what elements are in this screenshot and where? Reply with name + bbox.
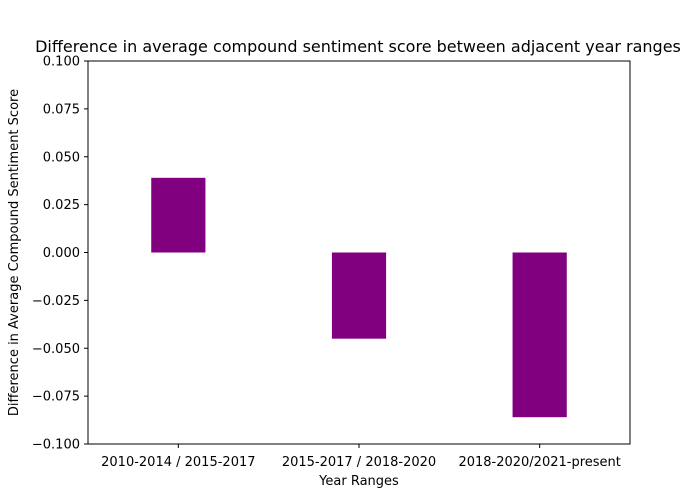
y-tick-label: 0.075: [43, 102, 80, 117]
y-tick-label: −0.050: [32, 342, 80, 357]
bar-1: [151, 177, 206, 253]
y-axis-ticks: 0.100 0.075 0.050 0.025 0.000 −0.025 −0.050 −0.…: [32, 55, 88, 453]
y-tick-label: −0.100: [32, 438, 80, 453]
y-tick-label: 0.025: [43, 198, 80, 213]
bars-group: [151, 177, 567, 418]
y-axis-label: Difference in Average Compound Sentiment…: [7, 89, 22, 416]
x-tick-label: 2015-2017 / 2018-2020: [282, 455, 436, 470]
y-tick-label: 0.050: [43, 150, 80, 165]
chart-title: Difference in average compound sentiment…: [35, 37, 681, 56]
x-axis-ticks: 2010-2014 / 2015-2017 2015-2017 / 2018-20…: [101, 444, 621, 470]
y-tick-label: −0.025: [32, 294, 80, 309]
plot-frame: [87, 60, 631, 445]
bar-3: [512, 252, 567, 418]
y-tick-label: 0.000: [43, 246, 80, 261]
bar-2: [331, 252, 387, 339]
x-tick-label: 2010-2014 / 2015-2017: [101, 455, 255, 470]
y-tick-label: −0.075: [32, 390, 80, 405]
x-tick-label: 2018-2020/2021-present: [458, 455, 620, 470]
x-axis-label: Year Ranges: [318, 474, 399, 489]
y-tick-label: 0.100: [43, 55, 80, 70]
